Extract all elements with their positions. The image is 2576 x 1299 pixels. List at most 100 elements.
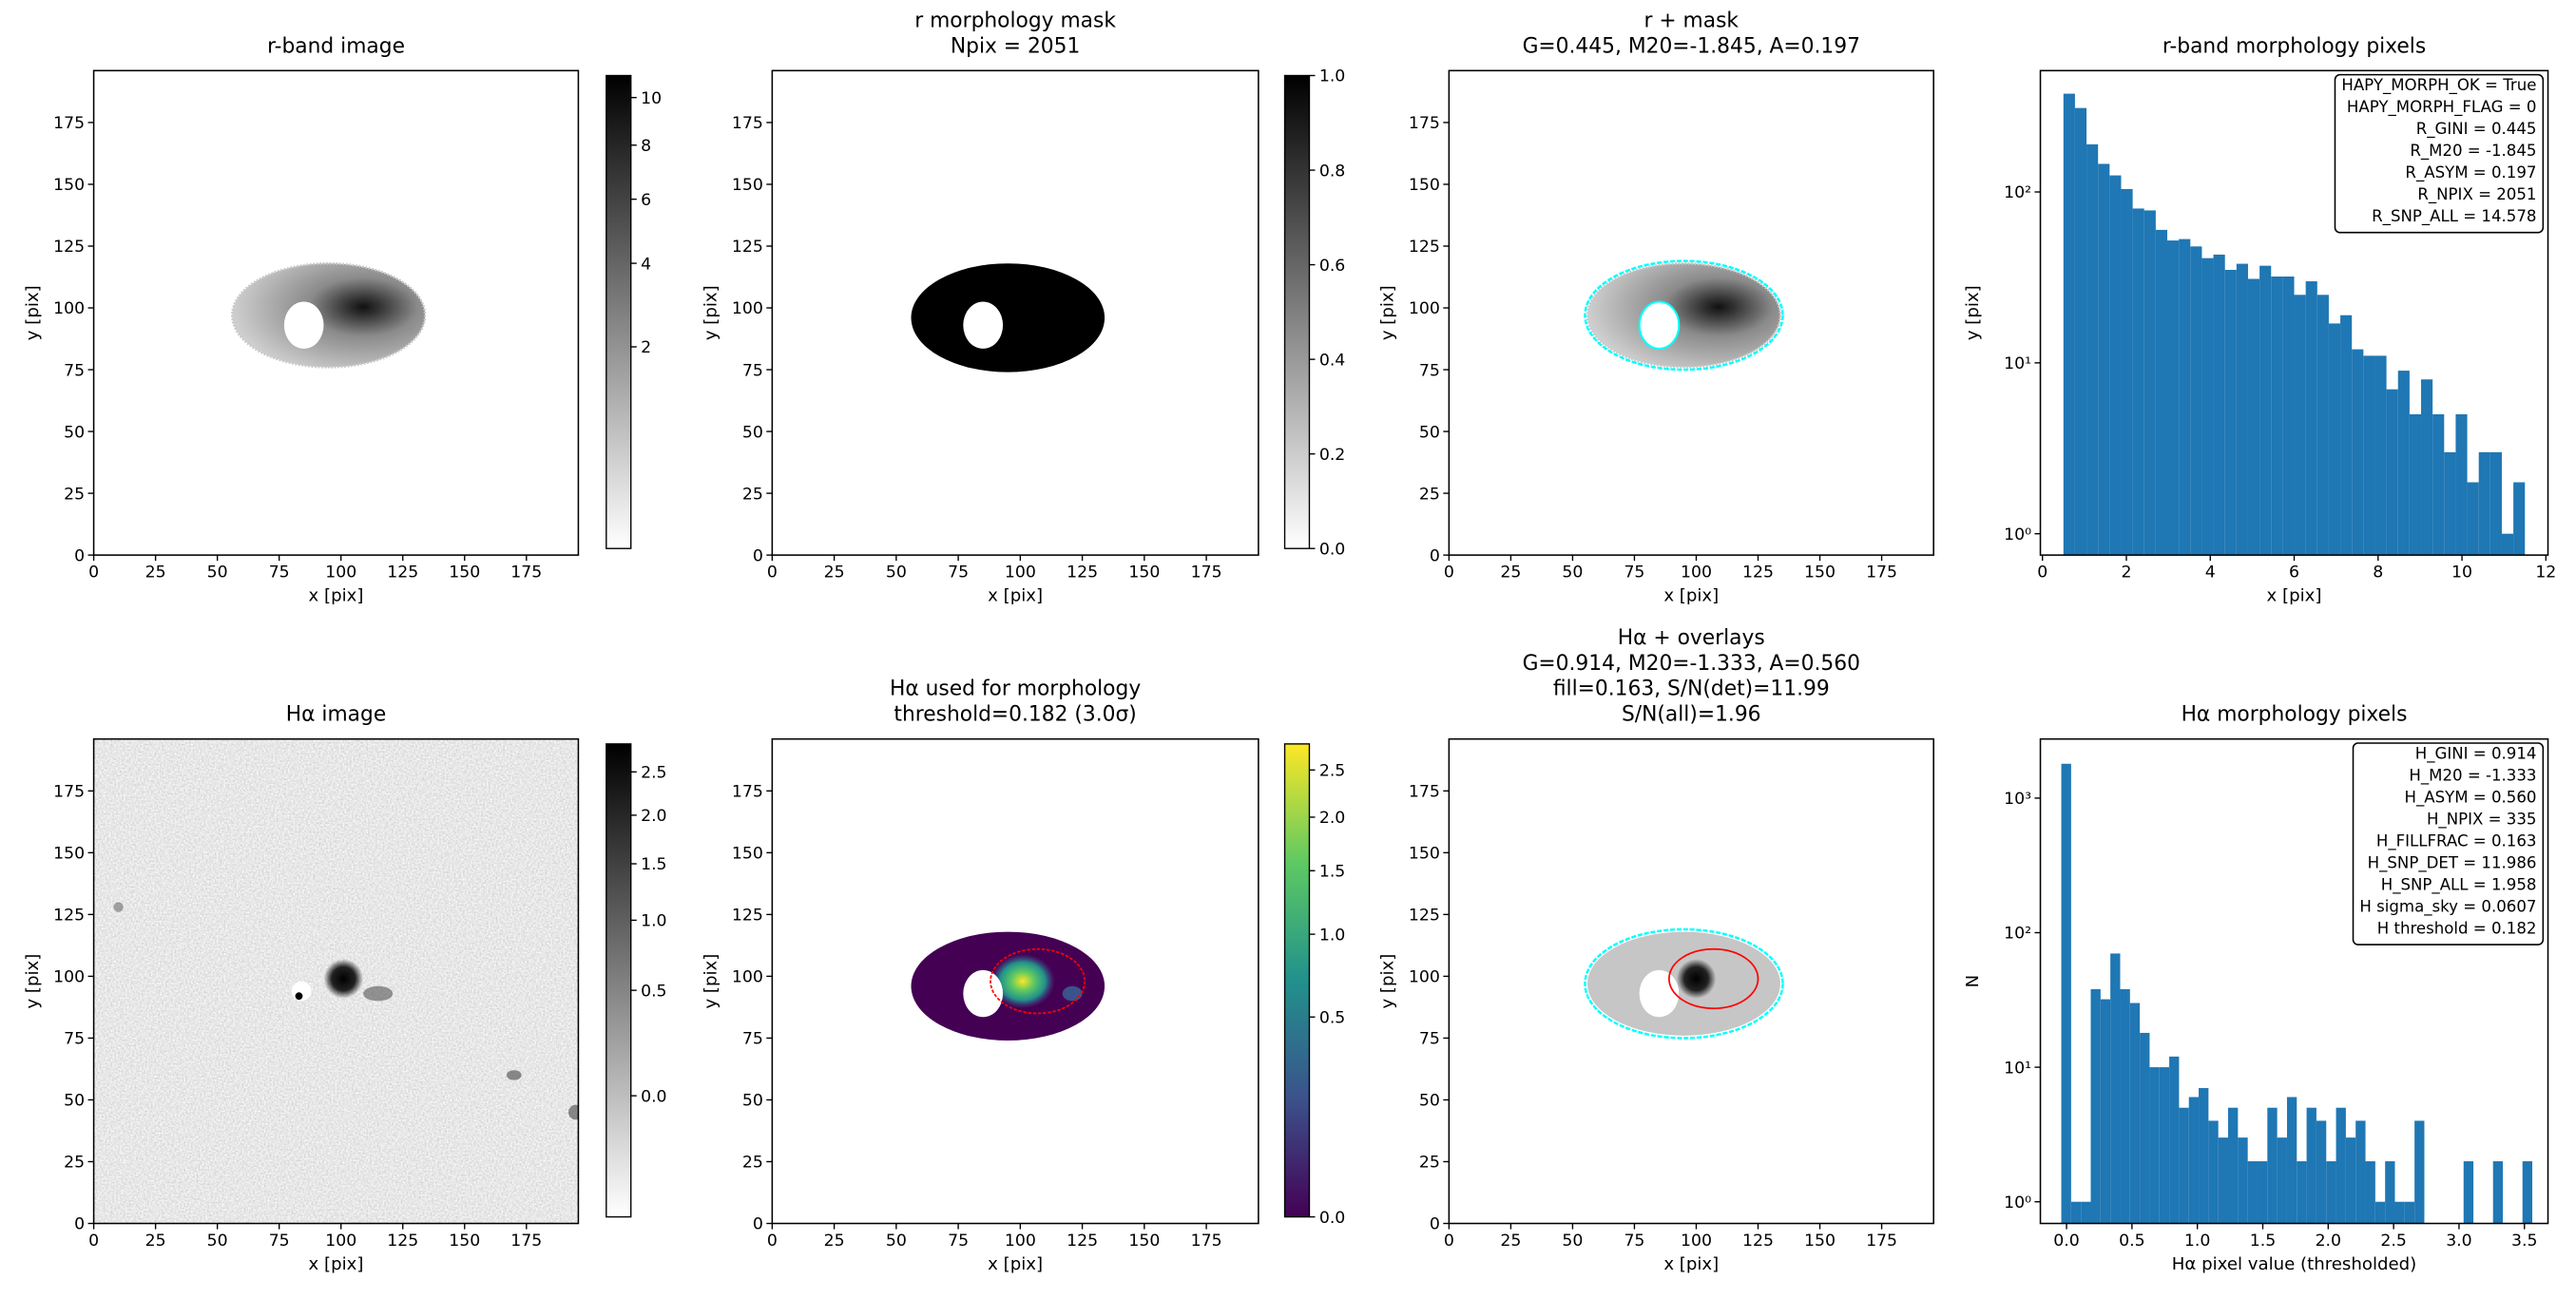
hist-bar — [2305, 281, 2317, 556]
axes-frame — [771, 737, 1259, 1225]
hist-bar — [2463, 1161, 2474, 1224]
annotation-line: H_M20 = -1.333 — [2409, 766, 2536, 785]
x-tick-label: 4 — [2205, 563, 2216, 582]
colorbar-tick-label: 1.0 — [1319, 926, 1345, 945]
panel-title: S/N(all)=1.96 — [1622, 703, 1761, 727]
hist-bar — [2169, 1056, 2180, 1224]
x-tick-label: 25 — [1500, 563, 1521, 582]
colorbar — [1283, 74, 1311, 549]
hist-bar — [2316, 295, 2329, 556]
x-tick-label: 75 — [269, 1232, 290, 1251]
x-tick-label: 25 — [824, 563, 845, 582]
colorbar-tick-label: 2.5 — [641, 764, 666, 783]
hist-bar — [2489, 451, 2502, 556]
x-tick-label: 50 — [886, 1232, 907, 1251]
x-tick-label: 175 — [510, 563, 542, 582]
panel: r-band image 0 25 50 75 100 125 150 175 0 25 50 75 10… — [23, 34, 662, 605]
panel-title: r morphology mask — [914, 9, 1116, 32]
x-tick-label: 175 — [1866, 1232, 1897, 1251]
colorbar-tick-label: 0.2 — [1319, 446, 1345, 465]
hist-bar — [2267, 1107, 2278, 1224]
x-tick-label: 3.5 — [2511, 1232, 2537, 1251]
x-tick-label: 0 — [767, 1232, 778, 1251]
x-tick-label: 175 — [1866, 563, 1897, 582]
hist-bar — [2100, 999, 2111, 1224]
axes-frame — [92, 69, 580, 556]
y-tick-label: 0 — [74, 546, 85, 565]
colorbar-tick-label: 2 — [641, 338, 651, 357]
hist-bar — [2297, 1161, 2307, 1224]
x-tick-label: 150 — [1804, 1232, 1836, 1251]
y-tick-label: 175 — [732, 114, 763, 133]
knot — [1062, 985, 1083, 1002]
annotation-box — [2352, 742, 2545, 946]
hist-bar — [2190, 246, 2202, 556]
x-tick-label: 50 — [207, 1232, 228, 1251]
colorbar-tick-label: 8 — [641, 137, 651, 156]
hist-bar — [2129, 1003, 2141, 1224]
y-tick-label: 0 — [74, 1215, 85, 1234]
panel-title: G=0.914, M20=-1.333, A=0.560 — [1523, 652, 1860, 676]
y-tick-label: 75 — [742, 361, 763, 380]
colorbar-tick-label: 0.0 — [1319, 1209, 1345, 1228]
x-axis-label: x [pix] — [988, 586, 1043, 606]
y-tick-label: 10¹ — [2004, 1059, 2031, 1078]
x-tick-label: 75 — [1624, 1232, 1644, 1251]
y-tick-label: 25 — [1419, 1154, 1440, 1173]
hist-bar — [2218, 1137, 2229, 1224]
contour — [1667, 947, 1759, 1010]
annotation-line: R_ASYM = 0.197 — [2405, 163, 2536, 182]
colorbar-tick-label: 0.5 — [1319, 1008, 1345, 1027]
hist-bar — [2363, 355, 2375, 556]
y-tick-label: 175 — [732, 783, 763, 802]
y-tick-label: 100 — [1409, 299, 1440, 318]
y-tick-label: 175 — [53, 783, 85, 802]
x-tick-label: 150 — [449, 1232, 480, 1251]
y-tick-label: 10² — [2004, 925, 2031, 944]
speck — [506, 1070, 522, 1080]
axes-frame — [1448, 69, 1934, 556]
y-tick-label: 75 — [64, 1030, 85, 1049]
x-tick-label: 150 — [1128, 1232, 1160, 1251]
image — [911, 931, 1105, 1041]
x-tick-label: 6 — [2289, 563, 2299, 582]
hist-bar — [2355, 1120, 2366, 1224]
colorbar-tick-label: 1.5 — [1319, 863, 1345, 882]
hist-bar — [2143, 210, 2156, 556]
hist-bar — [2159, 1067, 2170, 1224]
x-tick-label: 150 — [1128, 563, 1160, 582]
y-tick-label: 100 — [53, 299, 85, 318]
axes-frame — [771, 69, 1259, 556]
hist-bar — [2167, 240, 2180, 556]
y-axis-label: N — [1963, 975, 1983, 988]
panel-title: Hα used for morphology — [890, 678, 1141, 701]
y-tick-label: 50 — [742, 1092, 763, 1111]
hist-bar — [2432, 413, 2445, 556]
colorbar-tick-label: 1.0 — [641, 912, 666, 931]
x-tick-label: 150 — [1804, 563, 1836, 582]
annotation-line: R_GINI = 0.445 — [2416, 120, 2537, 139]
hist-bar — [2277, 1137, 2287, 1224]
annotation-line: H sigma_sky = 0.0607 — [2359, 897, 2536, 916]
hist-bar — [2257, 1161, 2268, 1224]
x-tick-label: 0 — [767, 563, 778, 582]
y-tick-label: 75 — [1419, 361, 1440, 380]
hist-bar — [2098, 163, 2110, 556]
x-tick-label: 0.0 — [2053, 1232, 2079, 1251]
hist-bar — [2236, 263, 2248, 556]
hist-bar — [2397, 371, 2410, 556]
hist-bar — [2063, 93, 2075, 556]
hist-bar — [2467, 482, 2479, 556]
hist-bar — [2306, 1107, 2316, 1224]
annotation-line: R_NPIX = 2051 — [2417, 185, 2536, 204]
hist-bar — [2110, 953, 2121, 1224]
x-axis-label: x [pix] — [309, 586, 364, 606]
colorbar-tick-label: 6 — [641, 191, 651, 210]
x-tick-label: 50 — [1562, 1232, 1583, 1251]
annotation-line: H_GINI = 0.914 — [2415, 744, 2537, 763]
panel-title: fill=0.163, S/N(det)=11.99 — [1553, 678, 1830, 701]
x-tick-label: 10 — [2451, 563, 2472, 582]
x-tick-label: 50 — [886, 563, 907, 582]
